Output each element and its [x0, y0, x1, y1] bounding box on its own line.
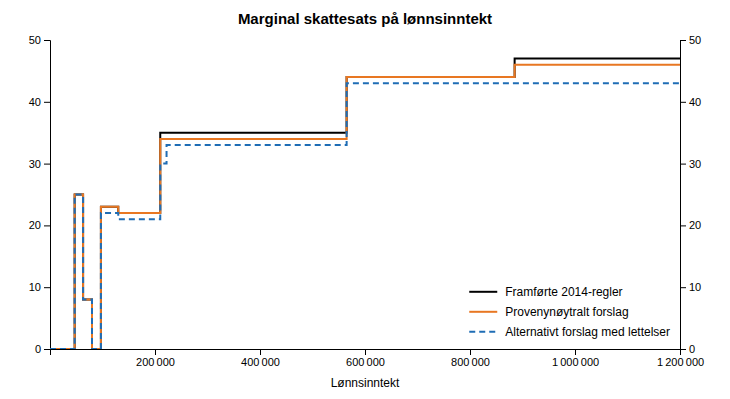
legend-label: Alternativt forslag med lettelser: [505, 325, 670, 339]
x-axis-tick-label: 200 000: [136, 356, 175, 368]
x-axis-tick: 1 000 000: [552, 349, 599, 368]
y-axis-tick: 30: [29, 158, 50, 170]
x-axis-tick: 200 000: [136, 349, 175, 368]
y-axis-tick-label: 50: [29, 34, 41, 46]
series-line: [50, 65, 680, 349]
x-axis-tick-mark: [365, 349, 366, 355]
x-axis: 200 000 400 000 600 000 800 000 1 000 000 1 2…: [51, 349, 705, 368]
x-axis-tick-label: 1 200 000: [657, 356, 704, 368]
x-axis-tick-label: 600 000: [346, 356, 385, 368]
y2-axis-tick-mark: [680, 164, 686, 165]
x-axis-tick: 600 000: [346, 349, 385, 368]
y-axis-tick-mark: [44, 40, 50, 41]
x-axis-tick-label: 1 000 000: [552, 356, 599, 368]
title: Marginal skattesats på lønnsinntekt: [238, 10, 492, 27]
y-axis-tick: 40: [29, 96, 50, 108]
x-axis-tick-mark: [575, 349, 576, 355]
series-line: [50, 83, 680, 349]
y2-axis-tick-label: 40: [689, 96, 701, 108]
y2-axis-tick-label: 30: [689, 158, 701, 170]
y-axis-tick-label: 40: [29, 96, 41, 108]
legend-swatch: [469, 311, 497, 313]
y2-axis-tick-mark: [680, 287, 686, 288]
y-axis-tick-mark: [44, 349, 50, 350]
y2-axis-tick-mark: [680, 102, 686, 103]
legend-item: Alternativt forslag med lettelser: [469, 325, 670, 339]
y2-axis-tick: 0: [680, 343, 695, 355]
y-axis-tick: 20: [29, 219, 50, 231]
y2-axis-tick: 40: [680, 96, 701, 108]
y2-axis-tick-label: 0: [689, 343, 695, 355]
y2-axis: 0 10 20 30 40 50: [680, 34, 701, 355]
y2-axis-tick: 30: [680, 158, 701, 170]
x-axis-tick: 800 000: [451, 349, 490, 368]
chart: 200 000 400 000 600 000 800 000 1 000 000 1 2…: [0, 0, 730, 399]
y2-axis-tick-label: 50: [689, 34, 701, 46]
legend: Framførte 2014-regler Provenynøytralt for…: [469, 285, 670, 339]
x-axis-tick-label: 400 000: [241, 356, 280, 368]
y-axis-line: [44, 41, 51, 350]
y-axis-tick-mark: [44, 225, 50, 226]
y2-axis-tick: 10: [680, 281, 701, 293]
y-axis-tick: 0: [35, 343, 50, 355]
y-axis: 0 10 20 30 40 50: [29, 34, 51, 355]
y-axis-tick: 10: [29, 281, 50, 293]
y2-axis-tick: 50: [680, 34, 701, 46]
legend-label: Provenynøytralt forslag: [505, 305, 628, 319]
legend-item: Framførte 2014-regler: [469, 285, 622, 299]
y2-axis-tick-mark: [680, 225, 686, 226]
y-axis-tick-mark: [44, 102, 50, 103]
x-axis-tick-label: 800 000: [451, 356, 490, 368]
y2-axis-tick-mark: [680, 349, 686, 350]
x-axis-tick-mark: [155, 349, 156, 355]
y2-axis-tick-label: 20: [689, 219, 701, 231]
x-axis-tick-mark: [470, 349, 471, 355]
y2-axis-tick: 20: [680, 219, 701, 231]
y2-axis-tick-label: 10: [689, 281, 701, 293]
plot-area: [50, 59, 680, 349]
x-axis-tick: 400 000: [241, 349, 280, 368]
y-axis-tick-mark: [44, 287, 50, 288]
legend-label: Framførte 2014-regler: [505, 285, 622, 299]
legend-swatch: [469, 291, 497, 293]
x-axis-title: Lønnsinntekt: [331, 376, 400, 390]
legend-swatch: [469, 331, 497, 333]
y-axis-tick-label: 0: [35, 343, 41, 355]
series-line: [50, 59, 680, 349]
x-axis-line: [51, 350, 681, 356]
y-axis-tick-label: 10: [29, 281, 41, 293]
legend-item: Provenynøytralt forslag: [469, 305, 628, 319]
x-axis-tick: 1 200 000: [657, 349, 704, 368]
y2-axis-line: [681, 41, 687, 350]
y-axis-tick-label: 30: [29, 158, 41, 170]
y-axis-tick: 50: [29, 34, 50, 46]
y2-axis-tick-mark: [680, 40, 686, 41]
y-axis-tick-label: 20: [29, 219, 41, 231]
y-axis-tick-mark: [44, 164, 50, 165]
x-axis-tick-mark: [260, 349, 261, 355]
